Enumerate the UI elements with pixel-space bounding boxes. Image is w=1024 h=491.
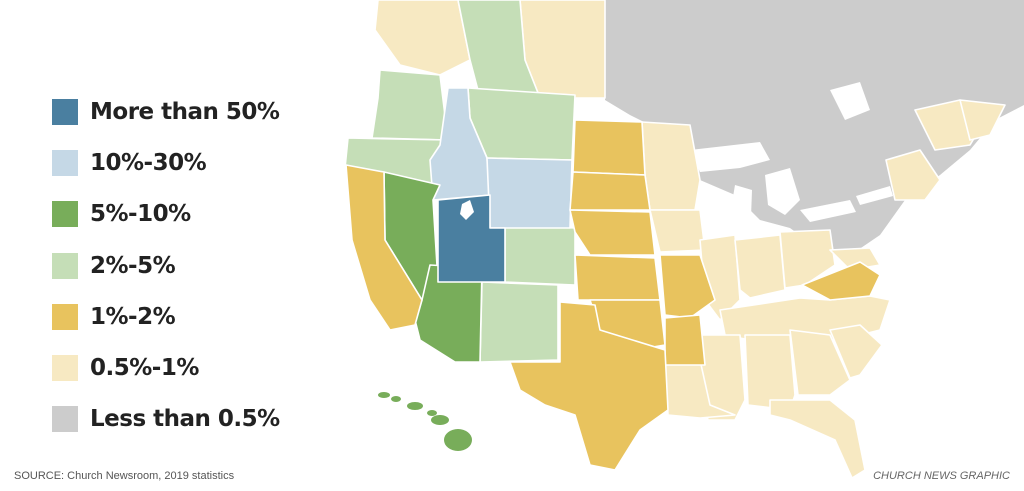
legend-item-2-5: 2%-5% — [52, 240, 280, 291]
states-10-30 — [429, 87, 573, 229]
legend-item-more-than-50: More than 50% — [52, 86, 280, 137]
legend-label: Less than 0.5% — [90, 406, 280, 433]
legend-label: 10%-30% — [90, 149, 207, 176]
legend-label: 1%-2% — [90, 303, 176, 330]
states-5-10 — [383, 171, 483, 363]
legend-item-5-10: 5%-10% — [52, 189, 280, 240]
state-utah — [437, 194, 506, 283]
legend-label: 5%-10% — [90, 201, 191, 228]
legend-item-10-30: 10%-30% — [52, 137, 280, 188]
states-05-1 — [374, 0, 1006, 479]
legend-swatch — [52, 355, 78, 382]
legend-swatch — [52, 201, 78, 228]
legend: More than 50% 10%-30% 5%-10% 2%-5% 1%-2%… — [52, 86, 280, 445]
legend-item-less-than-05: Less than 0.5% — [52, 394, 280, 445]
legend-swatch — [52, 98, 78, 125]
legend-item-1-2: 1%-2% — [52, 291, 280, 342]
states-2-5 — [344, 0, 576, 363]
legend-swatch — [52, 252, 78, 279]
legend-swatch — [52, 149, 78, 176]
legend-item-05-1: 0.5%-1% — [52, 342, 280, 393]
graphic-credit: CHURCH NEWS GRAPHIC — [873, 470, 1010, 482]
great-salt-lake — [460, 200, 474, 220]
legend-label: 0.5%-1% — [90, 355, 199, 382]
legend-swatch — [52, 406, 78, 433]
states-1-2 — [345, 119, 881, 471]
source-note: SOURCE: Church Newsroom, 2019 statistics — [14, 470, 235, 482]
legend-label: More than 50% — [90, 98, 280, 125]
legend-swatch — [52, 303, 78, 330]
legend-label: 2%-5% — [90, 252, 176, 279]
hawaii-islands — [378, 392, 472, 451]
great-lakes — [690, 82, 893, 248]
